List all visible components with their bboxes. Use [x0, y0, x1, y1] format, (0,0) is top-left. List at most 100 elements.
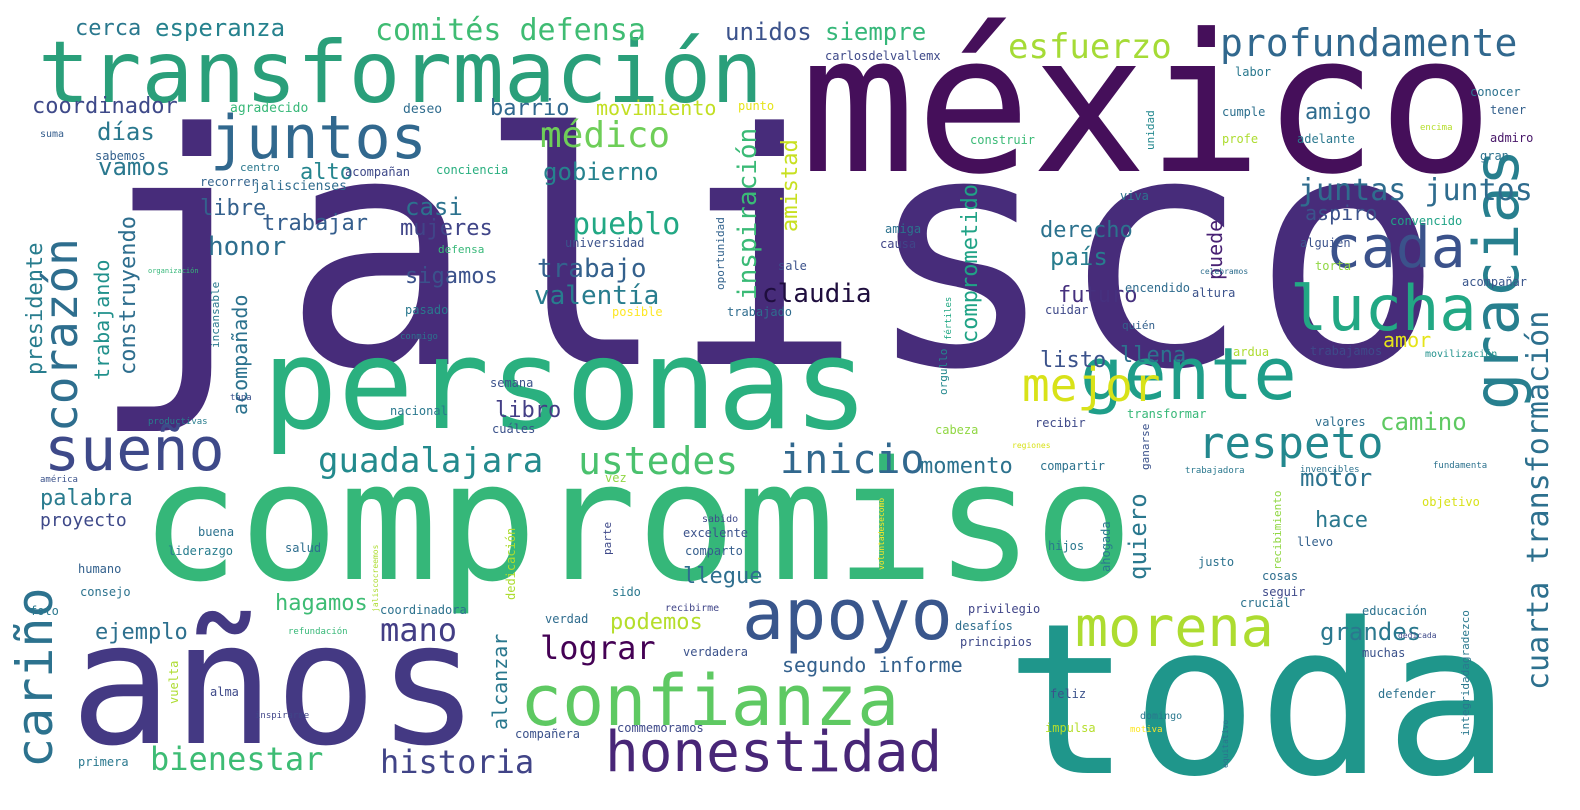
word: valores — [1315, 415, 1366, 429]
word: inicio — [780, 437, 925, 483]
word: viva — [1120, 189, 1149, 203]
word: mano — [380, 611, 458, 649]
word: impulsa — [1045, 721, 1096, 735]
word: conmigo — [400, 332, 438, 342]
word: regiones — [1012, 441, 1051, 450]
word: conocer — [1470, 85, 1521, 99]
word: hijos — [1048, 539, 1085, 553]
word: refundación — [288, 627, 348, 637]
word: país — [1050, 243, 1108, 271]
word: apoyo — [742, 574, 953, 656]
word: sabemos — [95, 149, 146, 163]
word: verdadera — [683, 645, 749, 659]
word: siempre — [825, 18, 927, 46]
word: crucial — [1240, 596, 1291, 610]
word: jaliscocreemos — [371, 544, 380, 612]
word: esperanza — [155, 14, 286, 42]
word: productivas — [148, 417, 208, 427]
word: trabajado — [727, 305, 793, 319]
word: américa — [40, 475, 78, 485]
word: libre — [200, 196, 267, 221]
word: comités defensa — [375, 13, 646, 48]
word: gobierno — [543, 158, 659, 186]
word: trabajo — [537, 254, 647, 284]
word: commemoramos — [617, 721, 704, 735]
word: trabajadora — [1185, 466, 1245, 476]
word: defender — [1378, 687, 1436, 701]
word: recibimiento — [1271, 490, 1284, 570]
word: fundamenta — [1433, 461, 1488, 471]
word: ganarse — [1139, 423, 1152, 470]
word: vamos — [98, 153, 171, 181]
word: médico — [540, 115, 671, 156]
word: amor — [1383, 328, 1432, 352]
word: centro — [240, 161, 280, 174]
word: parte — [601, 521, 614, 555]
word: gente — [1080, 332, 1297, 416]
word: cerca — [75, 16, 142, 41]
word: motiva — [1130, 725, 1163, 735]
word: educación — [1362, 604, 1428, 618]
word: vuelta — [167, 660, 181, 704]
word: sigamos — [405, 264, 498, 289]
word: verdad — [545, 612, 589, 626]
word: construyendo — [116, 216, 141, 375]
word: humano — [78, 562, 122, 576]
word: amiga — [885, 222, 922, 236]
word: proyecto — [40, 510, 127, 531]
word: jaliscienses — [253, 179, 347, 194]
word: mejor — [1022, 358, 1161, 412]
word: llena — [1120, 343, 1187, 368]
word: respeto — [1198, 418, 1384, 469]
word: futuro — [1058, 283, 1138, 308]
word: amigo — [1305, 100, 1372, 125]
word: compañera — [515, 727, 581, 741]
word: principios — [960, 635, 1033, 649]
word: cuidar — [1045, 303, 1089, 317]
word: quién — [1122, 319, 1156, 332]
word: convencido — [1390, 214, 1463, 228]
word: tener — [1490, 103, 1527, 117]
word: consejo — [80, 585, 131, 599]
word: inspirarme — [255, 711, 310, 721]
word: toda — [1005, 578, 1511, 810]
word: admiro — [1490, 131, 1534, 145]
word: cumple — [1222, 105, 1266, 119]
word: sido — [612, 585, 641, 599]
word: domingo — [1140, 711, 1183, 722]
word: feliz — [1050, 687, 1087, 701]
word: compartir — [1040, 459, 1106, 473]
word: sabido — [702, 514, 739, 525]
word: universidad — [565, 236, 645, 250]
word: hagamos — [275, 591, 368, 616]
word: causa — [880, 237, 917, 251]
word: derecho — [1040, 218, 1133, 243]
word: comparto — [685, 544, 743, 558]
word: mujeres — [400, 216, 493, 241]
word: transformar — [1127, 407, 1207, 421]
word: honestidad — [605, 720, 943, 785]
word: deseo — [403, 102, 443, 117]
word: recibirme — [665, 603, 720, 614]
word: gran — [1480, 149, 1509, 163]
word: días — [97, 118, 155, 146]
word: objetivo — [1422, 495, 1480, 509]
word: camino — [1380, 408, 1467, 436]
word: méxico — [800, 0, 1494, 217]
word: profundamente — [1220, 21, 1518, 65]
word: personas — [262, 311, 869, 458]
word: momento — [920, 454, 1013, 479]
word: muchas — [1362, 646, 1406, 660]
word: listo — [1040, 348, 1107, 373]
word: casi — [405, 193, 463, 221]
word: alto — [300, 160, 353, 185]
word: coordinadora — [380, 603, 467, 617]
word: ustedes — [578, 439, 739, 483]
word: defensa — [438, 243, 485, 256]
word: excelente — [683, 526, 749, 540]
word: alma — [210, 685, 239, 699]
word: invencibles — [1300, 465, 1360, 475]
word: comprometido — [958, 184, 983, 343]
word: construir — [970, 133, 1036, 147]
word: trabajamos — [1310, 344, 1383, 358]
